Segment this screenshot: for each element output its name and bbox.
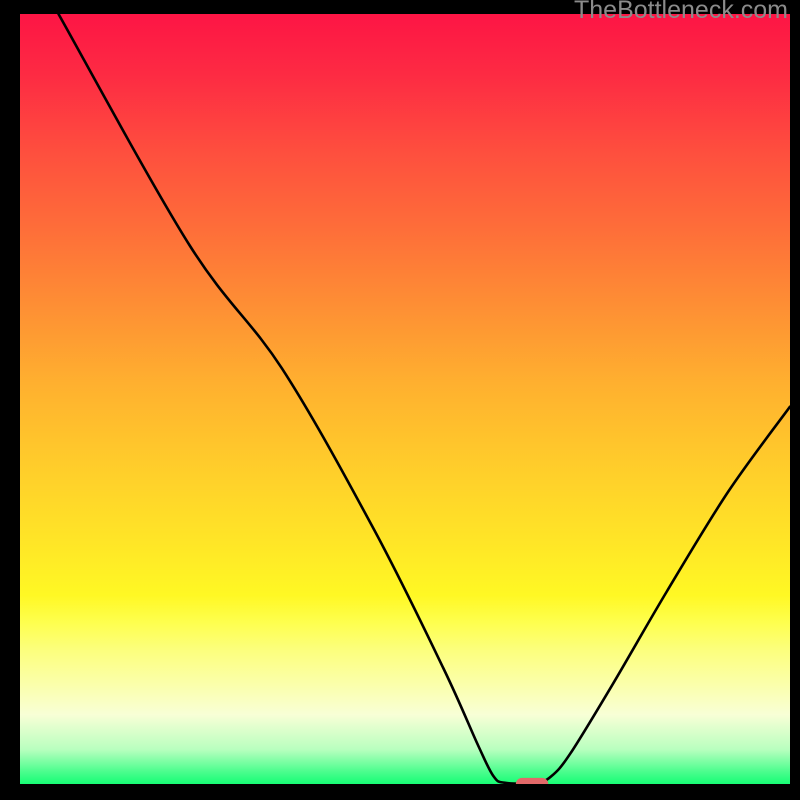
optimum-marker xyxy=(516,778,548,784)
plot-area xyxy=(20,14,790,784)
watermark-text: TheBottleneck.com xyxy=(574,0,788,25)
chart-frame: TheBottleneck.com xyxy=(0,0,800,800)
gradient-background xyxy=(20,14,790,784)
plot-svg xyxy=(20,14,790,784)
